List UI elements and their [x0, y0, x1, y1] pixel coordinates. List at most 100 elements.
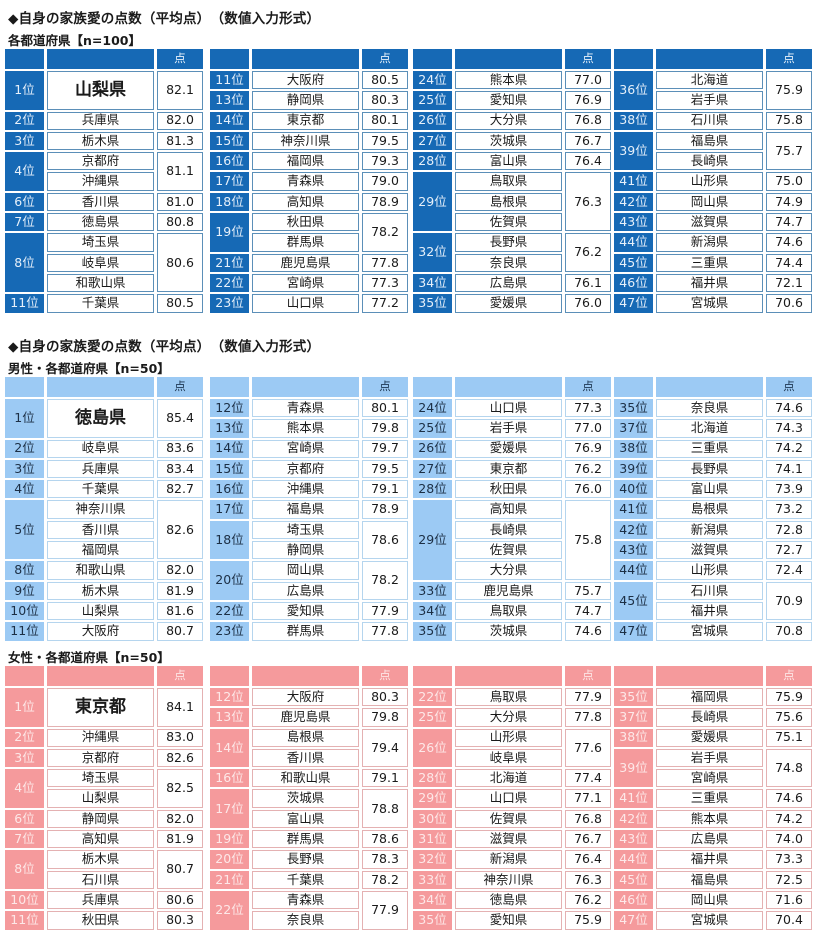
- score-value: 80.6: [157, 890, 203, 910]
- rank-cell: 12位: [210, 399, 249, 418]
- score-value: 82.5: [157, 769, 203, 808]
- prefecture-name: 長野県: [252, 850, 359, 869]
- score-value: 74.3: [766, 419, 812, 438]
- prefecture-name: 大阪府: [47, 622, 154, 641]
- score-value: 76.1: [565, 273, 611, 293]
- prefecture-name: 広島県: [455, 273, 562, 293]
- rank-cell: 1位: [5, 399, 44, 438]
- score-value: 75.8: [565, 500, 611, 580]
- rank-cell: 22位: [210, 890, 249, 930]
- rank-cell: 32位: [413, 233, 452, 272]
- score-value: 75.9: [766, 688, 812, 707]
- score-value: 77.9: [362, 890, 408, 930]
- prefecture-name: 千葉県: [47, 480, 154, 499]
- prefecture-name: 愛知県: [455, 911, 562, 930]
- prefecture-name: 茨城県: [455, 622, 562, 641]
- score-value: 70.4: [766, 911, 812, 930]
- rank-cell: 41位: [614, 500, 653, 519]
- prefecture-name: 岡山県: [252, 561, 359, 580]
- rank-cell: 1位: [5, 688, 44, 727]
- prefecture-name: 宮城県: [656, 911, 763, 930]
- prefecture-name: 福岡県: [656, 688, 763, 707]
- prefecture-name: 香川県: [47, 520, 154, 540]
- rank-column-header: [5, 49, 44, 69]
- prefecture-name: 愛知県: [252, 601, 359, 621]
- rank-cell: 47位: [614, 294, 653, 313]
- prefecture-name: 熊本県: [656, 809, 763, 829]
- rank-cell: 11位: [5, 911, 44, 930]
- prefecture-column-header: [47, 377, 154, 397]
- rank-cell: 14位: [210, 439, 249, 458]
- prefecture-name: 長野県: [656, 459, 763, 479]
- rank-cell: 22位: [413, 688, 452, 707]
- score-value: 74.6: [565, 622, 611, 641]
- rank-cell: 46位: [614, 890, 653, 910]
- prefecture-name: 三重県: [656, 439, 763, 458]
- prefecture-column-header: [252, 49, 359, 69]
- rank-cell: 23位: [210, 622, 249, 641]
- prefecture-name: 徳島県: [455, 890, 562, 910]
- score-value: 77.9: [565, 688, 611, 707]
- score-value: 74.6: [766, 789, 812, 808]
- rank-cell: 14位: [210, 111, 249, 130]
- prefecture-name: 北海道: [656, 71, 763, 90]
- score-value: 80.3: [362, 688, 408, 707]
- score-value: 75.7: [766, 131, 812, 171]
- prefecture-name: 福岡県: [47, 541, 154, 560]
- prefecture-name: 和歌山県: [47, 273, 154, 293]
- score-value: 78.6: [362, 520, 408, 560]
- rank-cell: 45位: [614, 870, 653, 889]
- score-value: 75.0: [766, 172, 812, 191]
- score-value: 83.0: [157, 728, 203, 747]
- prefecture-name: 神奈川県: [47, 500, 154, 519]
- prefecture-name: 秋田県: [252, 213, 359, 232]
- rank-cell: 20位: [210, 850, 249, 869]
- rank-cell: 2位: [5, 111, 44, 130]
- prefecture-name: 秋田県: [455, 480, 562, 499]
- score-value: 84.1: [157, 688, 203, 727]
- prefecture-name: 滋賀県: [656, 541, 763, 560]
- rank-cell: 3位: [5, 748, 44, 768]
- prefecture-name: 静岡県: [252, 541, 359, 560]
- prefecture-name: 青森県: [252, 890, 359, 910]
- rank-cell: 24位: [413, 399, 452, 418]
- score-value: 75.9: [565, 911, 611, 930]
- score-value: 79.4: [362, 728, 408, 768]
- score-value: 72.7: [766, 541, 812, 560]
- prefecture-name: 岡山県: [656, 890, 763, 910]
- prefecture-name: 兵庫県: [47, 111, 154, 130]
- prefecture-name: 愛知県: [455, 91, 562, 110]
- score-value: 76.2: [565, 890, 611, 910]
- score-column-header: 点: [362, 49, 408, 69]
- score-value: 79.8: [362, 708, 408, 727]
- prefecture-name: 広島県: [656, 830, 763, 849]
- prefecture-column-header: [252, 377, 359, 397]
- rank-cell: 7位: [5, 830, 44, 849]
- prefecture-name: 山口県: [455, 399, 562, 418]
- rank-cell: 12位: [210, 688, 249, 707]
- prefecture-name: 新潟県: [455, 850, 562, 869]
- prefecture-column-header: [656, 49, 763, 69]
- rank-cell: 22位: [210, 601, 249, 621]
- score-value: 82.6: [157, 500, 203, 560]
- score-value: 81.6: [157, 601, 203, 621]
- prefecture-name: 島根県: [252, 728, 359, 747]
- prefecture-name: 宮崎県: [252, 273, 359, 293]
- score-value: 79.8: [362, 419, 408, 438]
- ranking-table: 点 1位 徳島県 85.4 2位 岐阜県 83.6 3位 兵庫県 83.4 4位 千葉県 82.7 5位神…: [5, 377, 203, 641]
- score-value: 80.1: [362, 111, 408, 130]
- score-value: 78.6: [362, 830, 408, 849]
- section-male-subtitle: 男性・各都道府県【n=50】: [8, 361, 170, 376]
- section-male-title: ◆自身の家族愛の点数（平均点） （数値入力形式）: [8, 339, 321, 355]
- score-value: 79.0: [362, 172, 408, 191]
- prefecture-name: 茨城県: [252, 789, 359, 808]
- prefecture-name: 秋田県: [47, 911, 154, 930]
- rank-cell: 29位: [413, 172, 452, 232]
- rank-cell: 18位: [210, 192, 249, 212]
- rank-cell: 8位: [5, 233, 44, 293]
- rank-cell: 43位: [614, 213, 653, 232]
- rank-cell: 23位: [210, 294, 249, 313]
- score-value: 81.1: [157, 152, 203, 191]
- prefecture-name: 鳥取県: [455, 601, 562, 621]
- prefecture-name: 鹿児島県: [252, 708, 359, 727]
